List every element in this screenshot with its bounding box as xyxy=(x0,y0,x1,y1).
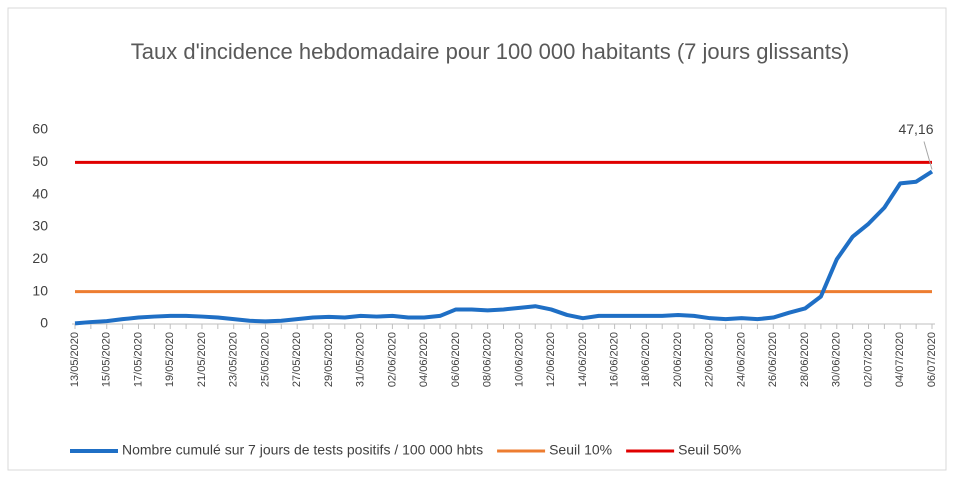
x-tick-label: 04/07/2020 xyxy=(894,332,906,387)
x-tick-label: 27/05/2020 xyxy=(291,332,303,387)
x-tick-label: 06/07/2020 xyxy=(926,332,938,387)
legend-label: Seuil 50% xyxy=(678,442,741,458)
y-tick-label: 0 xyxy=(40,315,48,331)
y-tick-label: 40 xyxy=(32,185,48,201)
chart-title: Taux d'incidence hebdomadaire pour 100 0… xyxy=(130,39,850,64)
x-tick-label: 13/05/2020 xyxy=(69,332,81,387)
chart-frame xyxy=(7,7,947,471)
x-tick-label: 21/05/2020 xyxy=(196,332,208,387)
x-tick-label: 26/06/2020 xyxy=(767,332,779,387)
x-tick-label: 23/05/2020 xyxy=(228,332,240,387)
x-tick-label: 31/05/2020 xyxy=(355,332,367,387)
y-tick-label: 30 xyxy=(32,218,48,234)
leader-line xyxy=(923,141,933,170)
y-tick-label: 60 xyxy=(32,121,48,137)
x-tick-label: 28/06/2020 xyxy=(799,332,811,387)
x-tick-label: 08/06/2020 xyxy=(482,332,494,387)
y-tick-label: 20 xyxy=(32,250,48,266)
data-label: 47,16 xyxy=(898,121,933,137)
x-tick-label: 15/05/2020 xyxy=(101,332,113,387)
x-tick-label: 02/07/2020 xyxy=(862,332,874,387)
x-tick-label: 06/06/2020 xyxy=(450,332,462,387)
x-tick-label: 30/06/2020 xyxy=(831,332,843,387)
x-tick-label: 29/05/2020 xyxy=(323,332,335,387)
legend-label: Nombre cumulé sur 7 jours de tests posit… xyxy=(122,442,483,458)
x-tick-label: 16/06/2020 xyxy=(608,332,620,387)
x-tick-label: 24/06/2020 xyxy=(735,332,747,387)
y-tick-label: 10 xyxy=(32,282,48,298)
x-tick-label: 02/06/2020 xyxy=(386,332,398,387)
x-tick-label: 10/06/2020 xyxy=(513,332,525,387)
x-tick-label: 18/06/2020 xyxy=(640,332,652,387)
x-tick-label: 19/05/2020 xyxy=(164,332,176,387)
x-tick-label: 12/06/2020 xyxy=(545,332,557,387)
x-tick-label: 20/06/2020 xyxy=(672,332,684,387)
legend-label: Seuil 10% xyxy=(549,442,612,458)
x-tick-label: 25/05/2020 xyxy=(259,332,271,387)
series-line xyxy=(74,169,934,326)
y-tick-label: 50 xyxy=(32,153,48,169)
x-tick-label: 04/06/2020 xyxy=(418,332,430,387)
x-tick-label: 17/05/2020 xyxy=(132,332,144,387)
x-tick-label: 22/06/2020 xyxy=(704,332,716,387)
x-tick-label: 14/06/2020 xyxy=(577,332,589,387)
